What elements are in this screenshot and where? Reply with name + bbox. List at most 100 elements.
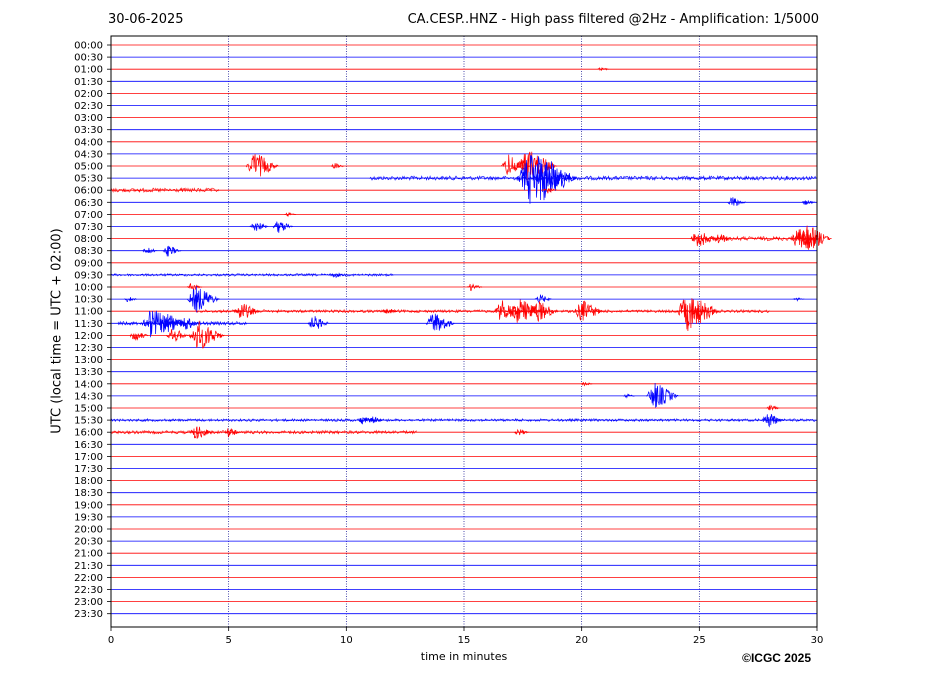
seismic-event [466, 283, 483, 292]
y-tick-label: 00:30 [74, 53, 103, 64]
y-tick-label: 17:30 [74, 464, 103, 475]
y-tick-label: 15:30 [74, 416, 103, 427]
seismic-event [529, 301, 559, 322]
y-tick-label: 04:30 [74, 149, 103, 160]
y-tick-label: 03:00 [74, 113, 103, 124]
y-axis-label: UTC (local time = UTC + 02:00) [49, 228, 65, 434]
y-tick-label: 13:00 [74, 355, 103, 366]
y-tick-label: 23:00 [74, 597, 103, 608]
x-axis-label: time in minutes [420, 650, 508, 663]
seismic-event [425, 313, 455, 331]
copyright-label: ©ICGC 2025 [742, 651, 811, 665]
y-tick-label: 18:30 [74, 488, 103, 499]
seismic-event [798, 225, 832, 250]
y-tick-label: 19:30 [74, 512, 103, 523]
y-tick-label: 22:00 [74, 573, 103, 584]
y-tick-label: 12:00 [74, 331, 103, 342]
y-tick-label: 22:30 [74, 585, 103, 596]
y-tick-label: 16:00 [74, 428, 103, 439]
y-tick-label: 08:00 [74, 234, 103, 245]
seismic-event [249, 222, 269, 231]
seismic-event [573, 300, 604, 321]
seismic-event [534, 294, 552, 304]
seismic-event [493, 300, 524, 320]
seismic-event [330, 272, 345, 279]
y-tick-label: 05:30 [74, 174, 103, 185]
y-tick-label: 06:30 [74, 198, 103, 209]
seismic-event [233, 303, 260, 318]
y-tick-label: 17:00 [74, 452, 103, 463]
y-tick-label: 09:00 [74, 258, 103, 269]
seismic-event [597, 66, 609, 72]
x-tick-label: 0 [108, 635, 114, 646]
seismic-event [623, 393, 635, 399]
y-tick-label: 21:30 [74, 561, 103, 572]
seismic-event [514, 428, 530, 436]
seismic-event [713, 233, 732, 244]
y-tick-label: 03:30 [74, 125, 103, 136]
y-tick-label: 12:30 [74, 343, 103, 354]
x-tick-label: 5 [225, 635, 231, 646]
seismic-event [801, 200, 815, 205]
seismic-event [166, 329, 189, 342]
x-axis-ticks: 0 5 10 15 20 25 30 [108, 627, 824, 646]
seismic-event [330, 163, 345, 169]
y-tick-label: 01:00 [74, 65, 103, 76]
x-tick-label: 30 [811, 635, 824, 646]
seismic-event [142, 247, 158, 254]
seismic-event [186, 283, 203, 291]
seismic-event [534, 164, 571, 192]
noise-segment [110, 187, 220, 193]
y-tick-label: 10:00 [74, 283, 103, 294]
seismic-event [245, 154, 279, 177]
seismic-event [517, 151, 557, 183]
y-tick-label: 14:00 [74, 379, 103, 390]
seismic-event [761, 413, 784, 428]
y-tick-label: 04:00 [74, 137, 103, 148]
seismic-event [224, 428, 241, 438]
seismic-event [516, 155, 578, 204]
x-tick-label: 10 [340, 635, 353, 646]
seismic-event [580, 381, 593, 387]
seismic-event [284, 211, 297, 218]
seismic-event [766, 404, 780, 411]
y-tick-label: 13:30 [74, 367, 103, 378]
y-tick-label: 02:00 [74, 89, 103, 100]
x-tick-label: 25 [693, 635, 706, 646]
y-tick-label: 05:00 [74, 162, 103, 173]
seismic-event [727, 197, 747, 206]
y-tick-label: 08:30 [74, 246, 103, 257]
seismic-event [162, 245, 182, 257]
seismic-event [382, 308, 398, 314]
seismic-event [690, 233, 716, 247]
y-tick-label: 19:00 [74, 500, 103, 511]
y-tick-label: 10:30 [74, 295, 103, 306]
y-tick-label: 09:30 [74, 270, 103, 281]
grid-lines [228, 36, 700, 627]
seismic-event [124, 297, 138, 303]
y-tick-label: 07:00 [74, 210, 103, 221]
y-tick-label: 23:30 [74, 609, 103, 620]
x-tick-label: 15 [458, 635, 471, 646]
noise-segment [195, 308, 770, 314]
seismic-event [646, 382, 679, 408]
y-tick-label: 07:30 [74, 222, 103, 233]
seismic-event [542, 188, 558, 194]
y-tick-label: 06:00 [74, 186, 103, 197]
y-tick-label: 00:00 [74, 41, 103, 52]
seismic-event [307, 316, 330, 329]
seismic-event [189, 426, 213, 440]
noise-segment [110, 272, 394, 277]
y-tick-label: 20:00 [74, 525, 103, 536]
noise-segment [110, 429, 417, 435]
trace-lines [111, 44, 817, 615]
seismic-event [792, 297, 805, 302]
seismic-event [676, 298, 720, 332]
y-tick-label: 20:30 [74, 537, 103, 548]
seismic-event [689, 306, 709, 316]
seismic-event [129, 332, 149, 341]
y-tick-label: 16:30 [74, 440, 103, 451]
date-label: 30-06-2025 [108, 12, 184, 27]
seismic-event [368, 416, 384, 424]
